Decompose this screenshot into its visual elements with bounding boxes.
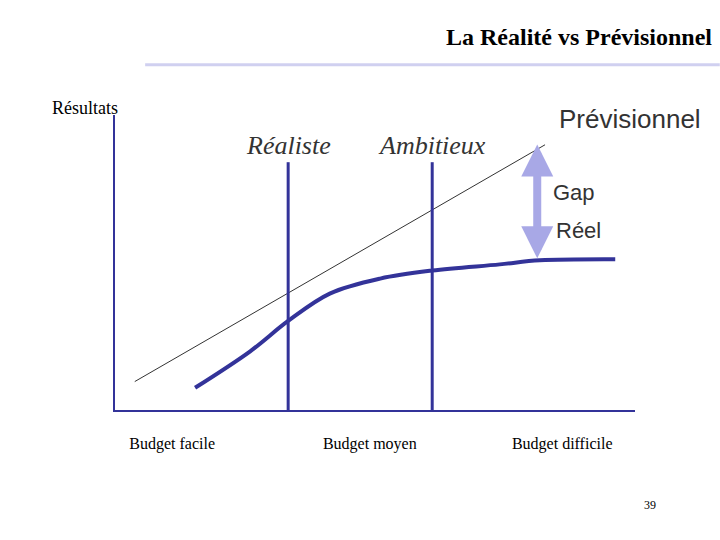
- svg-text:Budget moyen: Budget moyen: [323, 435, 417, 453]
- svg-text:Budget facile: Budget facile: [129, 435, 215, 453]
- svg-text:Prévisionnel: Prévisionnel: [559, 104, 701, 134]
- svg-text:Ambitieux: Ambitieux: [378, 131, 486, 160]
- svg-text:Gap: Gap: [553, 180, 595, 205]
- svg-text:Résultats: Résultats: [52, 98, 118, 118]
- svg-text:Budget difficile: Budget difficile: [512, 435, 613, 453]
- svg-text:39: 39: [644, 498, 656, 512]
- svg-text:Réel: Réel: [556, 218, 601, 243]
- svg-text:Réaliste: Réaliste: [246, 131, 331, 160]
- svg-text:La Réalité vs Prévisionnel: La Réalité vs Prévisionnel: [446, 24, 712, 50]
